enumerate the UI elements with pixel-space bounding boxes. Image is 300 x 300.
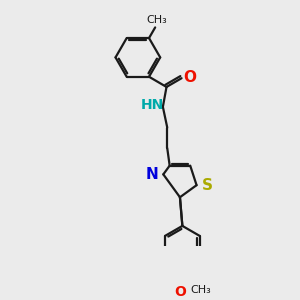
Text: CH₃: CH₃ (191, 285, 212, 295)
Text: N: N (145, 167, 158, 182)
Text: HN: HN (140, 98, 164, 112)
Text: CH₃: CH₃ (146, 14, 167, 25)
Text: O: O (175, 285, 186, 299)
Text: O: O (184, 70, 196, 85)
Text: S: S (202, 178, 213, 193)
